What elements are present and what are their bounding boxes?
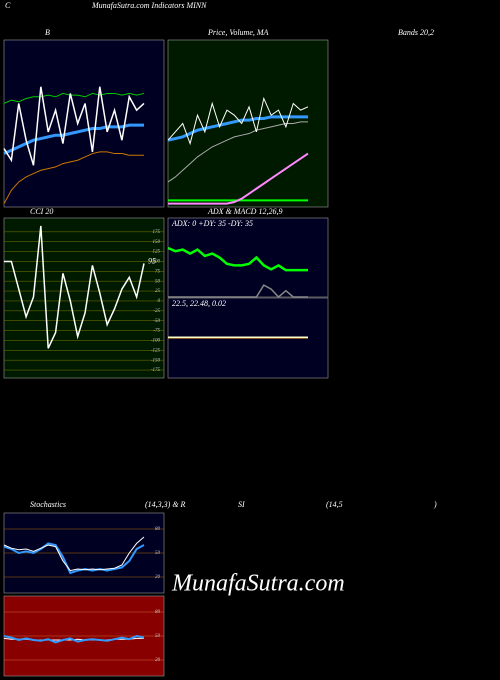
stoch-title: (14,5 (326, 500, 343, 509)
series-line (3, 86, 145, 166)
y-tick-label: -150 (151, 358, 161, 363)
y-tick-label: -25 (153, 309, 160, 314)
bands-label: Bands 20,2 (398, 28, 434, 37)
stoch-title: SI (238, 500, 245, 509)
y-tick-label: 100 (153, 260, 161, 265)
y-tick-label: 20 (155, 658, 161, 663)
series-line (3, 634, 145, 644)
y-tick-label: 20 (155, 575, 161, 580)
y-tick-label: 50 (155, 279, 161, 284)
y-tick-label: 80 (155, 610, 161, 615)
panel-title: B (45, 28, 50, 37)
y-tick-label: 175 (153, 230, 161, 235)
stoch-title: ) (433, 500, 437, 509)
panel-title: CCI 20 (30, 207, 53, 216)
stoch-title: Stochastics (30, 500, 66, 509)
y-tick-label: -100 (151, 339, 161, 344)
y-tick-label: -175 (151, 368, 161, 373)
value-label: 95 (148, 256, 156, 265)
corner-label: C (5, 1, 11, 10)
series-line (167, 246, 308, 272)
panel-annotation: 22.5, 22.48, 0.02 (172, 299, 226, 308)
panel (167, 39, 329, 208)
panel-annotation: ADX: 0 +DY: 35 -DY: 35 (171, 219, 253, 228)
panel (3, 39, 165, 208)
panel-title: ADX & MACD 12,26,9 (207, 207, 282, 216)
y-tick-label: 75 (155, 269, 161, 274)
y-tick-label: 150 (153, 240, 161, 245)
watermark: MunafaSutra.com (171, 571, 345, 597)
series-line (3, 92, 145, 104)
y-tick-label: -125 (151, 348, 161, 353)
y-tick-label: 125 (153, 250, 161, 255)
panel-title: Price, Volume, MA (207, 28, 269, 37)
series-line (3, 536, 145, 572)
stoch-title: (14,3,3) & R (145, 500, 186, 509)
y-tick-label: 25 (155, 289, 161, 294)
series-line (167, 96, 309, 146)
series-line (3, 542, 145, 575)
panel (167, 217, 329, 298)
y-tick-label: 80 (155, 527, 161, 532)
series-line (167, 115, 308, 142)
y-tick-label: -50 (153, 319, 160, 324)
series-line (3, 151, 144, 204)
series-line (4, 225, 145, 349)
series-line (168, 152, 309, 205)
y-tick-label: 50 (155, 551, 161, 556)
y-tick-label: -75 (153, 329, 160, 334)
series-line (168, 284, 308, 299)
y-tick-label: 0 (158, 299, 161, 304)
page-title: MunafaSutra.com Indicators MINN (91, 1, 207, 10)
y-tick-label: 50 (155, 634, 161, 639)
panel (3, 217, 165, 379)
